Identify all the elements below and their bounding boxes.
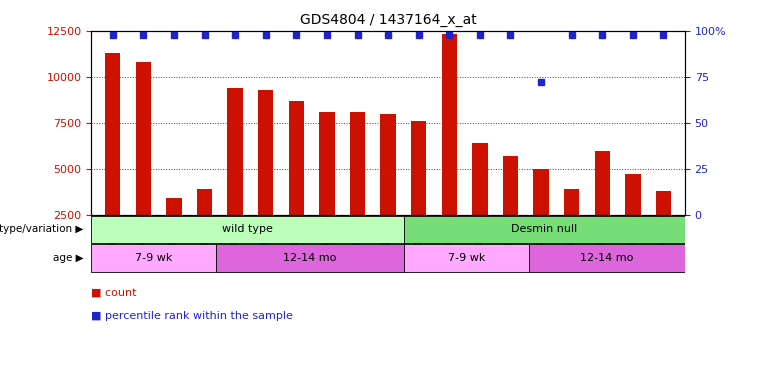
Bar (135, 62, 151, 261)
Text: 12-14 mo: 12-14 mo (283, 253, 336, 263)
Text: 7-9 wk: 7-9 wk (447, 253, 485, 263)
Title: GDS4804 / 1437164_x_at: GDS4804 / 1437164_x_at (300, 13, 476, 27)
Bar (404, 216, 685, 243)
Text: age ▶: age ▶ (53, 253, 84, 263)
Bar (350, 112, 365, 261)
Bar (473, 143, 488, 261)
Bar (320, 112, 335, 261)
Bar (594, 151, 610, 261)
Text: Desmin null: Desmin null (511, 224, 578, 235)
Bar (411, 121, 426, 261)
Bar (380, 114, 396, 261)
Bar (626, 174, 641, 261)
Bar (167, 199, 182, 261)
Text: 12-14 mo: 12-14 mo (580, 253, 633, 263)
Bar (105, 53, 120, 261)
Bar (533, 169, 549, 261)
Bar (91, 245, 216, 272)
Bar (216, 245, 404, 272)
Text: 7-9 wk: 7-9 wk (135, 253, 173, 263)
Bar (404, 245, 529, 272)
Bar (441, 35, 457, 261)
Bar (91, 216, 404, 243)
Text: ■ count: ■ count (91, 288, 137, 298)
Text: ■ percentile rank within the sample: ■ percentile rank within the sample (91, 311, 293, 321)
Bar (228, 88, 243, 261)
Bar (503, 156, 518, 261)
Bar (564, 189, 579, 261)
Bar (529, 245, 685, 272)
Bar (656, 191, 671, 261)
Bar (197, 189, 212, 261)
Bar (258, 90, 273, 261)
Bar (288, 101, 304, 261)
Text: wild type: wild type (222, 224, 273, 235)
Text: genotype/variation ▶: genotype/variation ▶ (0, 224, 84, 235)
